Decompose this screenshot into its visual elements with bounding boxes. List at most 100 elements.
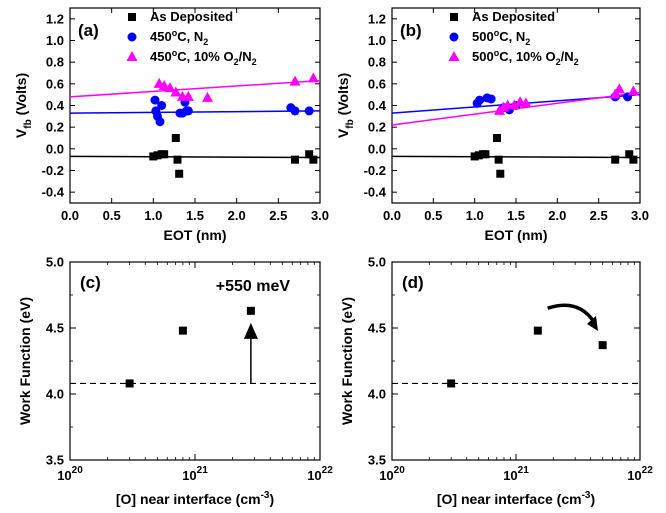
data-point-series-0: [496, 169, 505, 178]
legend-label-1: 500oC, N2: [472, 28, 530, 47]
x-axis-label-main: [O] near interface (cm: [116, 491, 261, 507]
data-point-series-0: [474, 151, 483, 160]
data-point-series-1: [151, 106, 161, 116]
data-point-series-2: [520, 97, 532, 108]
data-point-series-0: [470, 152, 479, 161]
y-tick-label: -0.2: [364, 163, 386, 178]
y-tick-label: 1.0: [46, 33, 64, 48]
x-tick-label: 0.5: [103, 208, 121, 223]
legend-marker-1: [449, 32, 459, 42]
x-tick-exponent: 21: [197, 465, 209, 476]
legend-label-part: 2: [203, 37, 208, 47]
legend-label-part: o: [494, 48, 500, 58]
x-tick-label: 1022: [307, 465, 333, 483]
legend-label-part: 2: [525, 37, 530, 47]
legend-label-part: C, N: [177, 29, 203, 44]
y-tick-label: 3.5: [46, 453, 64, 468]
legend-label-part: 500: [472, 29, 494, 44]
y-tick-label: 5.0: [46, 255, 64, 270]
x-tick-exponent: 21: [518, 465, 530, 476]
x-axis-label-main: [O] near interface (cm: [437, 491, 582, 507]
legend-marker-0: [450, 13, 458, 21]
panel-b-vfb-vs-eot-500c: 0.0 0.5 1.0 1.5 2.0 2.5 3.0 -0.4 -0.2 0.0 0.2 0.4 0.…: [335, 7, 649, 243]
data-point-series-2: [164, 82, 176, 93]
y-tick-label: 0.6: [46, 76, 64, 91]
data-point-series-1: [475, 95, 485, 105]
shift-annotation: +550 meV: [216, 278, 291, 295]
legend-label-2: 450oC, 10% O2/N2: [150, 48, 257, 67]
y-tick-label: 5.0: [368, 255, 386, 270]
x-tick-label: 0.5: [424, 208, 442, 223]
data-point-series-0: [153, 151, 162, 160]
legend-label-part: C, 10% O: [177, 49, 233, 64]
y-axis-label: Work Function (eV): [339, 297, 355, 425]
x-axis-label: EOT (nm): [485, 227, 548, 243]
data-point-series-0: [149, 152, 158, 161]
legend-marker-2: [448, 51, 460, 61]
panel-tag: (a): [78, 21, 99, 40]
y-tick-label: 1.0: [368, 33, 386, 48]
legend-marker-2: [126, 51, 138, 61]
y-tick-label: 1.2: [368, 11, 386, 26]
data-point-series-1: [486, 94, 496, 104]
y-axis-label-main: V: [335, 128, 351, 138]
x-axis-label: [O] near interface (cm-3): [116, 490, 274, 507]
legend-label-part: 450: [150, 29, 172, 44]
x-tick-label: 1.5: [186, 208, 204, 223]
x-tick-label: 2.0: [228, 208, 246, 223]
data-point: [178, 326, 187, 335]
x-tick-base: 10: [503, 468, 517, 483]
data-point-series-0: [492, 134, 501, 142]
x-tick-label: 3.0: [311, 208, 329, 223]
y-tick-label: -0.4: [364, 185, 387, 200]
data-point-series-1: [304, 106, 314, 116]
panel-tag: (b): [400, 21, 422, 40]
x-tick-base: 10: [627, 468, 641, 483]
legend-label-part: 2: [252, 57, 257, 67]
data-point-series-2: [307, 72, 319, 83]
data-point-series-0: [173, 155, 182, 164]
x-tick-label: 0.0: [383, 208, 401, 223]
y-tick-label: 4.5: [368, 321, 386, 336]
legend-label-part: /N: [239, 49, 252, 64]
y-tick-label: -0.4: [42, 185, 65, 200]
data-point: [533, 326, 542, 335]
data-point-series-1: [290, 106, 300, 116]
x-tick-exponent: 22: [322, 465, 334, 476]
curved-arrow-shaft: [547, 303, 596, 324]
x-axis-label: EOT (nm): [164, 227, 227, 243]
legend-label-part: 2: [234, 57, 239, 67]
y-tick-label: 0.4: [46, 98, 65, 113]
y-tick-label: 0.6: [368, 76, 386, 91]
x-tick-base: 10: [57, 468, 71, 483]
data-point-series-0: [625, 150, 634, 159]
y-tick-label: 4.5: [46, 321, 64, 336]
y-tick-label: 0.0: [46, 141, 64, 156]
data-point-series-2: [182, 90, 194, 101]
y-axis-label: Vfb (Volts): [335, 73, 356, 138]
legend-label-part: 2: [574, 57, 579, 67]
plot-frame: [391, 261, 641, 461]
y-axis-label-unit: (Volts): [13, 73, 29, 119]
data-point-series-0: [171, 134, 180, 142]
panel-a-vfb-vs-eot-450c: 0.0 0.5 1.0 1.5 2.0 2.5 3.0 -0.4 -0.2 0.0 0.2 0.4 0.…: [13, 7, 329, 243]
data-point-series-2: [609, 88, 621, 99]
y-axis-label-unit: (Volts): [335, 73, 351, 119]
data-point-series-1: [155, 117, 165, 127]
x-tick-label: 1020: [57, 465, 83, 483]
x-tick-label: 1021: [182, 465, 208, 483]
x-axis-label-superscript: -3: [582, 490, 591, 501]
y-tick-label: 3.5: [368, 453, 386, 468]
y-tick-label: 0.2: [368, 120, 386, 135]
curved-arrow-head: [586, 316, 598, 331]
data-point: [125, 379, 134, 388]
x-axis-label-superscript: -3: [261, 490, 270, 501]
legend-marker-1: [127, 32, 137, 42]
legend-label-2: 500oC, 10% O2/N2: [472, 48, 579, 67]
data-point-series-0: [629, 155, 638, 164]
data-point-series-0: [291, 155, 299, 164]
y-tick-label: 0.8: [368, 55, 386, 70]
legend-label-part: C, 10% O: [499, 49, 555, 64]
